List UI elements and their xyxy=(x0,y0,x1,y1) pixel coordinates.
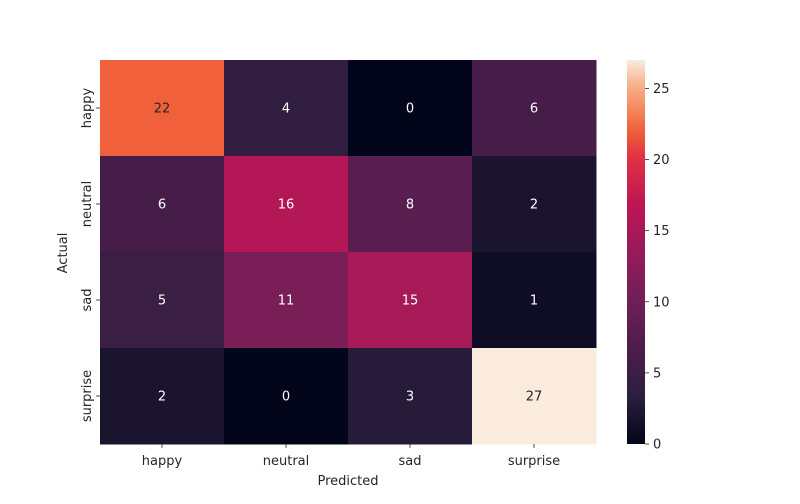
colorbar-tick-label: 25 xyxy=(653,82,670,97)
cell-neutral-surprise xyxy=(472,156,597,253)
colorbar-tick-label: 5 xyxy=(653,366,661,381)
colorbar xyxy=(627,60,645,444)
cell-value-label: 0 xyxy=(282,390,290,405)
cell-value-label: 5 xyxy=(158,294,166,309)
cell-value-label: 22 xyxy=(154,102,171,117)
cell-neutral-happy xyxy=(100,156,225,253)
colorbar-tick-label: 15 xyxy=(653,224,670,239)
cell-value-label: 27 xyxy=(526,390,543,405)
cell-value-label: 1 xyxy=(530,294,538,309)
cell-value-label: 2 xyxy=(530,198,538,213)
y-axis: happy neutral sad surprise xyxy=(80,87,100,422)
x-tick-label: neutral xyxy=(263,454,310,469)
cell-value-label: 0 xyxy=(406,102,414,117)
cell-happy-surprise xyxy=(472,60,597,157)
x-axis-label: Predicted xyxy=(317,474,378,489)
cell-value-label: 2 xyxy=(158,390,166,405)
cell-sad-sad xyxy=(348,252,473,349)
cell-sad-happy xyxy=(100,252,225,349)
cell-happy-sad xyxy=(348,60,473,157)
cell-happy-neutral xyxy=(224,60,349,157)
heatmap-cells xyxy=(100,60,597,445)
cell-value-label: 15 xyxy=(402,294,419,309)
colorbar-tick-label: 10 xyxy=(653,295,670,310)
y-tick-label: sad xyxy=(80,289,95,312)
cell-value-label: 11 xyxy=(278,294,295,309)
cell-happy-happy xyxy=(100,60,225,157)
y-axis-label: Actual xyxy=(56,233,71,274)
y-tick-label: happy xyxy=(80,87,95,128)
x-axis: happy neutral sad surprise xyxy=(142,444,560,469)
x-tick-label: sad xyxy=(399,454,422,469)
colorbar-tick-label: 20 xyxy=(653,153,670,168)
cell-neutral-sad xyxy=(348,156,473,253)
y-tick-label: surprise xyxy=(80,370,95,422)
cell-value-label: 8 xyxy=(406,198,414,213)
colorbar-tick-label: 0 xyxy=(653,438,661,453)
x-tick-label: surprise xyxy=(508,454,560,469)
cell-surprise-happy xyxy=(100,348,225,445)
cell-surprise-sad xyxy=(348,348,473,445)
cell-surprise-surprise xyxy=(472,348,597,445)
cell-neutral-neutral xyxy=(224,156,349,253)
y-tick-label: neutral xyxy=(80,181,95,228)
cell-sad-surprise xyxy=(472,252,597,349)
cell-value-label: 6 xyxy=(158,198,166,213)
cell-value-label: 3 xyxy=(406,390,414,405)
colorbar-ticks: 0 5 10 15 20 25 xyxy=(645,82,670,453)
x-tick-label: happy xyxy=(142,454,183,469)
cell-annotations: 22 4 0 6 6 16 8 2 5 11 15 1 2 0 3 27 xyxy=(154,102,543,405)
cell-sad-neutral xyxy=(224,252,349,349)
cell-value-label: 4 xyxy=(282,102,290,117)
cell-value-label: 6 xyxy=(530,102,538,117)
cell-value-label: 16 xyxy=(278,198,295,213)
cell-surprise-neutral xyxy=(224,348,349,445)
